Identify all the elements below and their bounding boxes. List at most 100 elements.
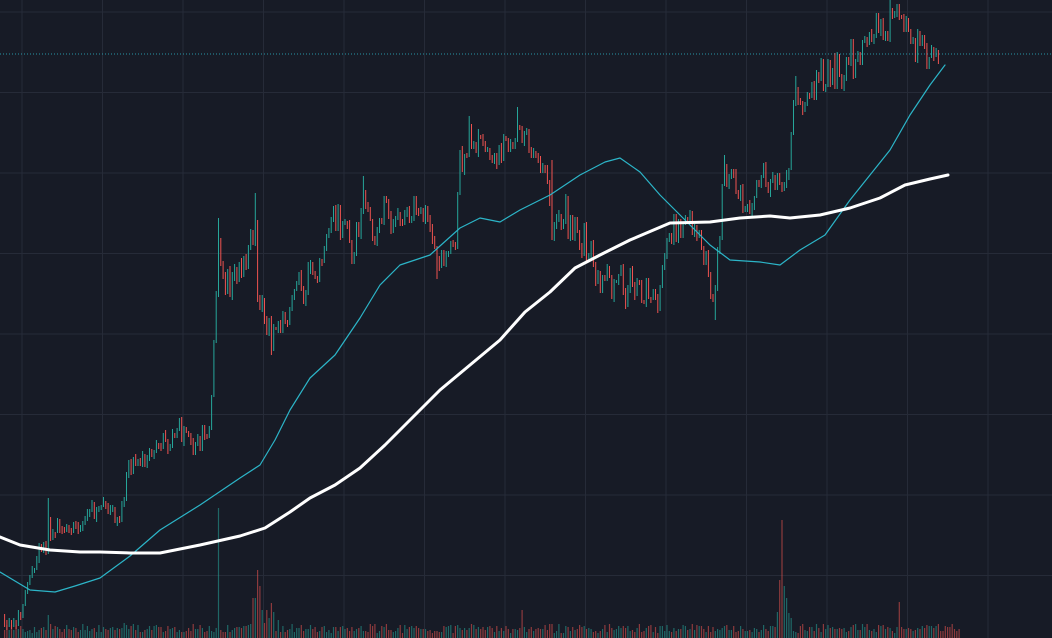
volume-bar [43,627,45,638]
volume-bar [365,631,367,638]
volume-bar [579,625,581,638]
volume-bar [351,627,353,638]
volume-bar [183,632,185,638]
volume-bar [958,629,960,638]
volume-bar [245,626,247,638]
volume-bar [855,624,857,638]
volume-bar [597,633,599,638]
volume-bar [372,626,374,638]
volume-bar [776,612,778,638]
volume-bar [949,627,951,638]
volume-bar [473,625,475,638]
volume-bar [224,632,226,638]
volume-bar [631,630,634,638]
volume-bar [539,629,542,638]
volume-bar [907,628,910,638]
volume-bar [346,628,348,638]
volume-bar [684,626,686,638]
volume-bar [510,633,512,638]
volume-bar [190,631,192,638]
volume-bar [721,628,723,638]
volume-bar [188,628,190,638]
volume-bar [625,628,627,638]
volume-bar [560,633,562,638]
volume-bar [636,628,638,638]
volume-bar [355,629,358,638]
volume-bar [381,626,383,638]
volume-bar [77,632,79,638]
volume-bar [822,624,824,638]
volume-bar [728,630,730,638]
volume-bar [516,630,519,638]
volume-bar [859,630,861,638]
volume-bar [742,629,744,638]
volume-bar [615,629,617,638]
volume-bar [556,631,558,638]
volume-bar [921,626,923,638]
volume-bar [850,627,852,638]
volume-bar [339,627,341,638]
volume-bar [765,629,767,638]
volume-bar [772,626,774,638]
volume-bar [530,627,532,638]
volume-bar [891,631,893,638]
volume-bar [590,629,592,638]
volume-bar [650,625,652,638]
volume-bar [487,627,489,638]
volume-bar [489,626,491,638]
volume-bar [445,627,447,638]
volume-bar [735,632,737,638]
volume-bar [537,628,539,638]
volume-bar [523,627,525,638]
volume-bar [47,615,49,638]
volume-bar [22,629,24,638]
volume-bar [753,628,755,638]
volume-bar [857,630,859,638]
volume-bar [123,623,125,638]
volume-bar [165,631,167,638]
volume-bar [176,632,178,638]
volume-bar [112,627,114,638]
volume-bar [408,627,410,638]
volume-bar [102,627,105,638]
volume-bar [498,631,500,638]
volume-bar [321,627,323,638]
volume-bar [96,632,98,638]
volume-bar [404,625,406,638]
volume-bar [788,613,790,638]
volume-bar [526,632,528,638]
volume-bar [806,631,808,638]
volume-bar [790,618,792,638]
volume-bar [142,632,144,638]
volume-bar [928,626,930,638]
volume-bar [194,629,197,638]
volume-bar [369,624,371,638]
volume-bar [901,627,903,638]
volume-bar [135,630,137,638]
volume-bar [29,630,31,638]
volume-bar [431,633,433,638]
volume-bar [411,626,413,638]
volume-bar [774,627,776,638]
volume-bar [620,628,622,638]
volume-bar [443,626,445,638]
volume-bar [167,626,169,638]
volume-bar [392,632,394,638]
volume-bar [758,632,760,638]
volume-bar [689,629,691,638]
volume-bar [114,630,116,638]
volume-bar [332,627,335,638]
volume-bar [208,626,210,638]
volume-bar [273,612,275,638]
volume-bar [730,630,732,638]
volume-bar [767,631,769,638]
volume-bar [595,631,597,638]
volume-bar [13,630,15,638]
volume-bar [574,630,576,638]
volume-bar [781,520,783,638]
volume-bar [898,602,900,638]
volume-bar [367,632,369,638]
volume-bar [178,630,180,638]
moving-average-slow [0,173,950,555]
